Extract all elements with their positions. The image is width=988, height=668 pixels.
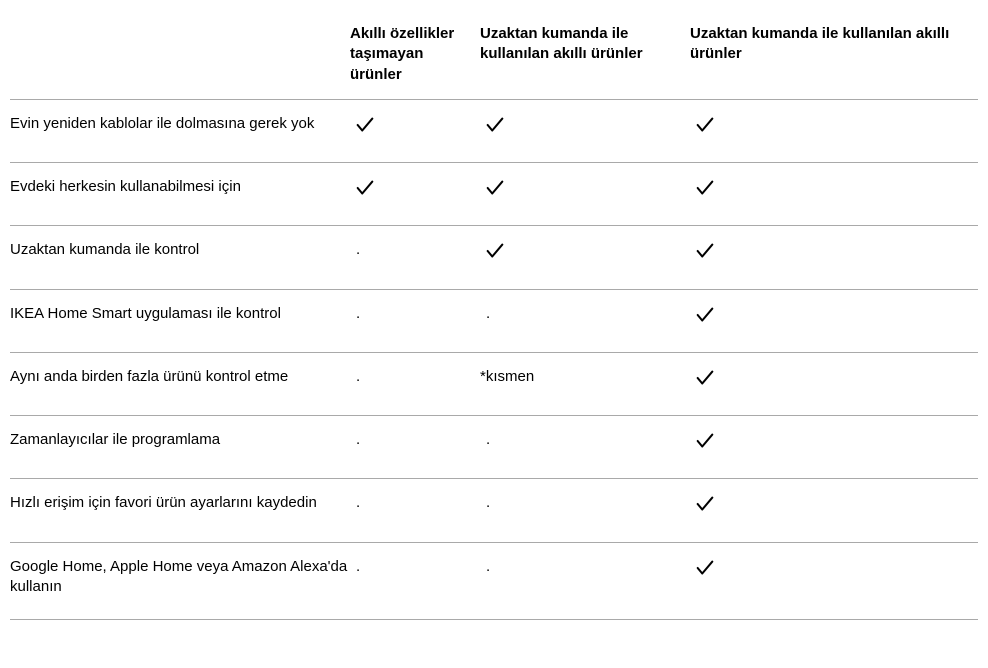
- cell: [690, 289, 978, 352]
- check-icon: [694, 430, 714, 450]
- table-row: Aynı anda birden fazla ürünü kontrol etm…: [10, 352, 978, 415]
- header-col-1: Akıllı özellikler taşımayan ürünler: [350, 20, 480, 99]
- check-icon: [354, 114, 374, 134]
- check-icon: [694, 114, 714, 134]
- table-header-row: Akıllı özellikler taşımayan ürünler Uzak…: [10, 20, 978, 99]
- cell: [690, 479, 978, 542]
- check-icon: [484, 114, 504, 134]
- check-icon: [694, 304, 714, 324]
- row-label: Google Home, Apple Home veya Amazon Alex…: [10, 542, 350, 620]
- table-row: Google Home, Apple Home veya Amazon Alex…: [10, 542, 978, 620]
- cell: .: [480, 542, 690, 620]
- header-col-2: Uzaktan kumanda ile kullanılan akıllı ür…: [480, 20, 690, 99]
- cell: [350, 163, 480, 226]
- table-row: Evin yeniden kablolar ile dolmasına gere…: [10, 99, 978, 162]
- cell: .: [350, 352, 480, 415]
- comparison-table: Akıllı özellikler taşımayan ürünler Uzak…: [10, 20, 978, 621]
- dot-mark: .: [350, 430, 360, 450]
- dot-mark: .: [480, 430, 490, 450]
- cell: .: [350, 289, 480, 352]
- dot-mark: .: [480, 557, 490, 577]
- row-label: Evdeki herkesin kullanabilmesi için: [10, 163, 350, 226]
- cell: [690, 163, 978, 226]
- cell: .: [350, 416, 480, 479]
- cell: [480, 99, 690, 162]
- table-row: Zamanlayıcılar ile programlama..: [10, 416, 978, 479]
- cell: [480, 163, 690, 226]
- row-label: Uzaktan kumanda ile kontrol: [10, 226, 350, 289]
- check-icon: [484, 177, 504, 197]
- table-bottom-border: [10, 620, 978, 621]
- cell: [690, 416, 978, 479]
- check-icon: [694, 493, 714, 513]
- row-label: Hızlı erişim için favori ürün ayarlarını…: [10, 479, 350, 542]
- cell: [690, 352, 978, 415]
- cell: .: [350, 479, 480, 542]
- cell: .: [350, 226, 480, 289]
- check-icon: [694, 367, 714, 387]
- dot-mark: .: [480, 493, 490, 513]
- dot-mark: .: [350, 367, 360, 387]
- cell: .: [480, 289, 690, 352]
- cell: [690, 542, 978, 620]
- cell: .: [480, 416, 690, 479]
- row-label: Zamanlayıcılar ile programlama: [10, 416, 350, 479]
- row-label: Aynı anda birden fazla ürünü kontrol etm…: [10, 352, 350, 415]
- cell: [690, 226, 978, 289]
- table-row: IKEA Home Smart uygulaması ile kontrol..: [10, 289, 978, 352]
- cell: [480, 226, 690, 289]
- table-row: Hızlı erişim için favori ürün ayarlarını…: [10, 479, 978, 542]
- header-col-3: Uzaktan kumanda ile kullanılan akıllı ür…: [690, 20, 978, 99]
- dot-mark: .: [350, 304, 360, 324]
- check-icon: [694, 240, 714, 260]
- check-icon: [354, 177, 374, 197]
- table-row: Uzaktan kumanda ile kontrol.: [10, 226, 978, 289]
- cell: [690, 99, 978, 162]
- cell: .: [350, 542, 480, 620]
- table-row: Evdeki herkesin kullanabilmesi için: [10, 163, 978, 226]
- text-mark: *kısmen: [480, 367, 534, 387]
- dot-mark: .: [350, 557, 360, 577]
- check-icon: [694, 557, 714, 577]
- dot-mark: .: [350, 493, 360, 513]
- dot-mark: .: [480, 304, 490, 324]
- row-label: IKEA Home Smart uygulaması ile kontrol: [10, 289, 350, 352]
- cell: [350, 99, 480, 162]
- check-icon: [484, 240, 504, 260]
- cell: *kısmen: [480, 352, 690, 415]
- table-body: Evin yeniden kablolar ile dolmasına gere…: [10, 99, 978, 620]
- dot-mark: .: [350, 240, 360, 260]
- check-icon: [694, 177, 714, 197]
- row-label: Evin yeniden kablolar ile dolmasına gere…: [10, 99, 350, 162]
- cell: .: [480, 479, 690, 542]
- header-empty: [10, 20, 350, 99]
